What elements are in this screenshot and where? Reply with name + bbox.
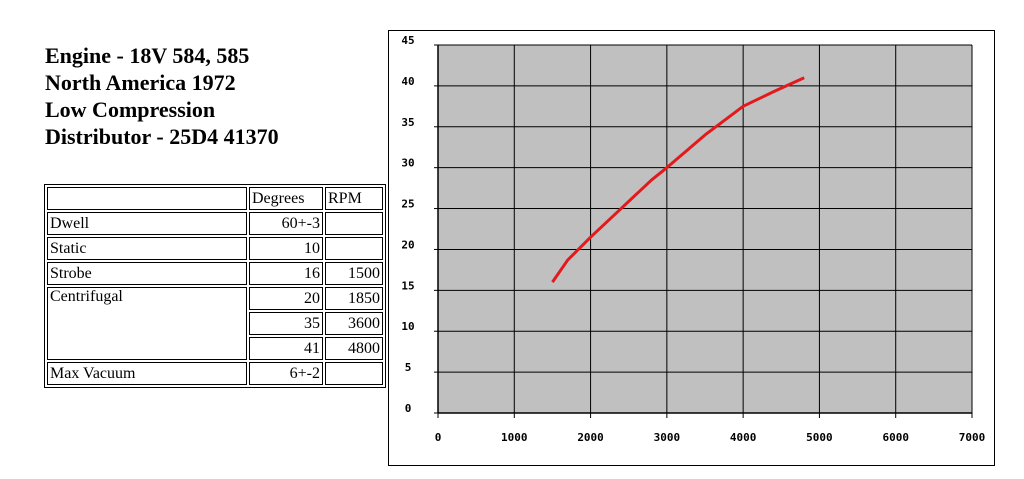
y-tick-label: 30: [401, 157, 414, 170]
cell: 20: [249, 287, 323, 310]
row-label: Dwell: [47, 212, 247, 235]
row-label: Strobe: [47, 262, 247, 285]
y-tick-label: 10: [401, 320, 414, 333]
y-tick-label: 45: [401, 34, 414, 47]
cell: 6+-2: [249, 362, 323, 385]
cell: [325, 212, 383, 235]
y-tick-label: 40: [401, 75, 414, 88]
cell: 35: [249, 312, 323, 335]
cell: 41: [249, 337, 323, 360]
heading: Engine - 18V 584, 585 North America 1972…: [45, 42, 279, 150]
y-tick-label: 5: [405, 361, 412, 374]
heading-line: Distributor - 25D4 41370: [45, 124, 279, 149]
x-tick-label: 0: [435, 431, 442, 444]
x-tick-label: 4000: [730, 431, 757, 444]
cell: 1850: [325, 287, 383, 310]
cell: 16: [249, 262, 323, 285]
cell: 1500: [325, 262, 383, 285]
row-label: Centrifugal: [47, 287, 247, 360]
heading-line: North America 1972: [45, 70, 236, 95]
cell: [325, 237, 383, 260]
y-tick-label: 20: [401, 238, 414, 251]
x-tick-label: 6000: [882, 431, 909, 444]
heading-line: Low Compression: [45, 97, 216, 122]
plot-area: [438, 45, 972, 413]
x-tick-label: 1000: [501, 431, 528, 444]
y-tick-label: 0: [405, 402, 412, 415]
cell: 4800: [325, 337, 383, 360]
column-header: Degrees: [249, 187, 323, 210]
x-tick-label: 7000: [959, 431, 986, 444]
y-tick-label: 35: [401, 116, 414, 129]
x-tick-label: 2000: [577, 431, 604, 444]
cell: 60+-3: [249, 212, 323, 235]
column-header: RPM: [325, 187, 383, 210]
x-tick-label: 3000: [654, 431, 681, 444]
heading-line: Engine - 18V 584, 585: [45, 43, 250, 68]
y-tick-label: 25: [401, 198, 414, 211]
line: [551, 76, 805, 284]
cell: 10: [249, 237, 323, 260]
cell: [47, 187, 247, 210]
x-tick-label: 5000: [806, 431, 833, 444]
cell: 3600: [325, 312, 383, 335]
cell: [325, 362, 383, 385]
y-tick-label: 15: [401, 279, 414, 292]
row-label: Max Vacuum: [47, 362, 247, 385]
timing-table: Degrees RPM Dwell 60+-3 Static 10 Strobe 16 1…: [44, 184, 386, 388]
row-label: Static: [47, 237, 247, 260]
